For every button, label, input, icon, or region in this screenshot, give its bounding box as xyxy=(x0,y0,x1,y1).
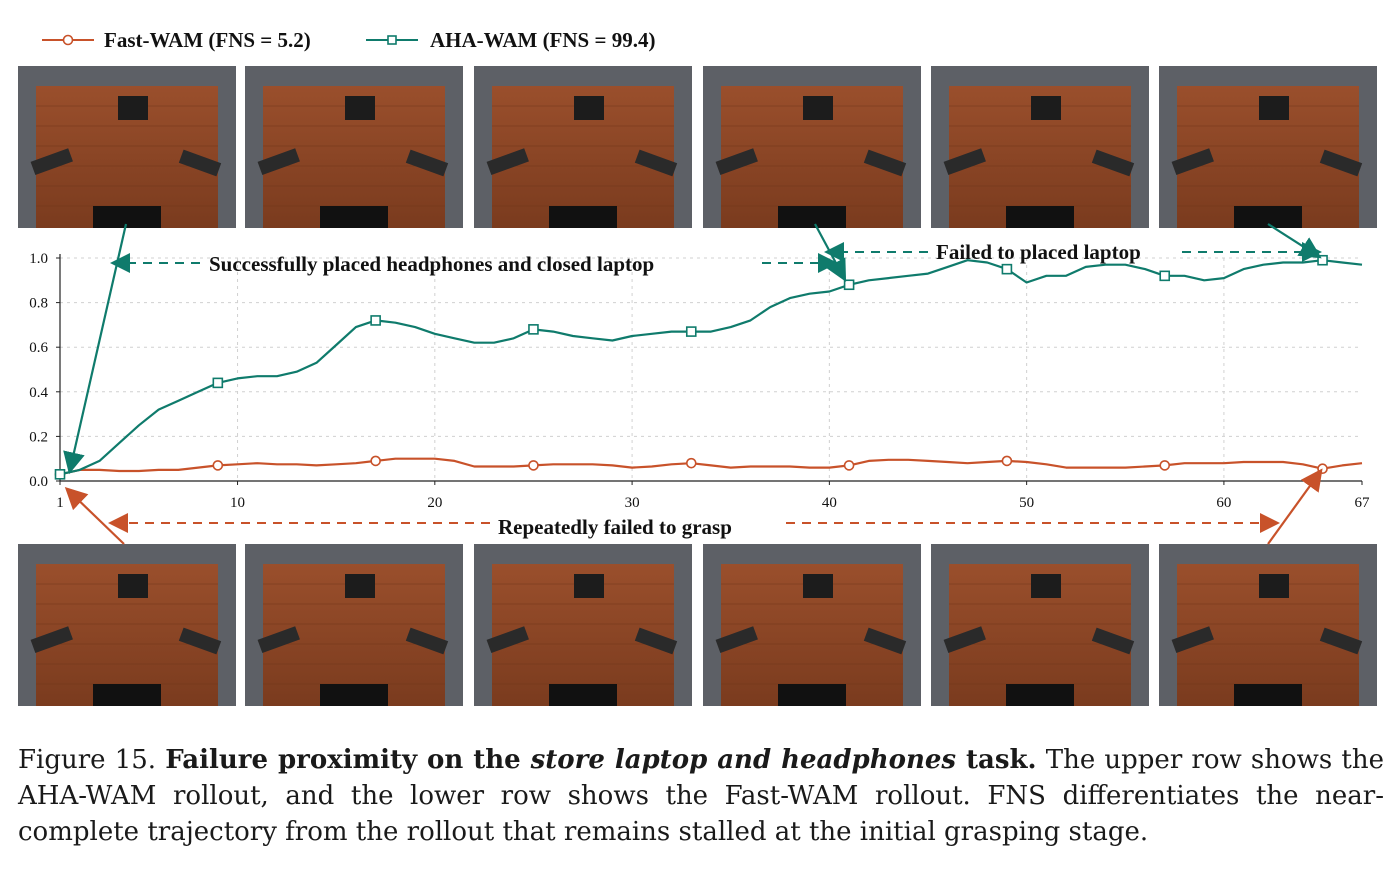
y-tick-label: 0.8 xyxy=(29,296,48,312)
x-tick-label: 1 xyxy=(56,495,64,511)
legend-item-aha-wam: AHA-WAM (FNS = 99.4) xyxy=(366,28,655,52)
series-line-fast-wam xyxy=(59,457,1363,476)
plot-axes xyxy=(59,254,1362,482)
plot-grid xyxy=(60,257,1362,481)
point-fast-wam xyxy=(370,455,381,467)
point-fast-wam xyxy=(1159,460,1171,471)
upper-row-frame-2 xyxy=(245,66,463,228)
upper-row-frame-5 xyxy=(931,66,1149,228)
plot-background xyxy=(60,258,1362,481)
point-aha-wam xyxy=(1317,254,1328,266)
x-tick-label: 30 xyxy=(625,495,640,511)
x-tick-label: 50 xyxy=(1019,495,1034,511)
legend-item-fast-wam: Fast-WAM (FNS = 5.2) xyxy=(42,28,311,52)
legend-label-aha-wam: AHA-WAM (FNS = 99.4) xyxy=(430,28,655,52)
legend: Fast-WAM (FNS = 5.2) AHA-WAM (FNS = 99.4… xyxy=(42,28,655,52)
point-aha-wam xyxy=(843,279,855,291)
annotation-success: Successfully placed headphones and close… xyxy=(209,252,654,276)
lower-row-frame-5 xyxy=(931,544,1149,706)
series-line-aha-wam xyxy=(59,259,1363,476)
caption-italic: store laptop and headphones xyxy=(530,745,957,775)
point-aha-wam xyxy=(1001,263,1013,275)
caption-body: The upper row shows the AHA-WAM rollout,… xyxy=(18,745,1384,847)
lower-row-frame-3 xyxy=(474,544,692,706)
upper-row-frame-1 xyxy=(18,66,236,228)
point-aha-wam xyxy=(54,469,66,480)
point-aha-wam xyxy=(1159,270,1171,282)
legend-label-fast-wam: Fast-WAM (FNS = 5.2) xyxy=(104,28,311,52)
point-fast-wam xyxy=(528,460,539,471)
lower-row-frame-4 xyxy=(703,544,921,706)
y-tick-label: 0.0 xyxy=(29,474,48,490)
plot-series xyxy=(54,254,1363,480)
y-tick-label: 0.6 xyxy=(29,340,48,356)
point-aha-wam xyxy=(212,377,224,389)
caption-bold-prefix: Failure proximity on the xyxy=(165,745,531,775)
y-tick-label: 1.0 xyxy=(29,251,48,267)
annotations: Successfully placed headphones and close… xyxy=(63,223,1323,545)
caption-figure-label: Figure 15. xyxy=(18,745,157,775)
upper-row-frame-6 xyxy=(1159,66,1377,228)
point-fast-wam xyxy=(685,457,697,469)
figure-caption: Figure 15. Failure proximity on the stor… xyxy=(18,742,1384,850)
point-fast-wam xyxy=(843,460,855,471)
upper-row-frame-3 xyxy=(474,66,692,228)
x-tick-label: 40 xyxy=(822,495,837,511)
annotation-failed-place: Failed to placed laptop xyxy=(936,240,1141,264)
axis-ticks: 0.0 0.2 0.4 0.6 0.8 1.0 1 10 20 30 40 50 60 67 xyxy=(29,251,1370,511)
point-aha-wam xyxy=(370,315,381,326)
upper-row-frames xyxy=(18,66,1377,228)
lower-row-frames xyxy=(18,544,1377,706)
figure-svg: Fast-WAM (FNS = 5.2) AHA-WAM (FNS = 99.4… xyxy=(18,28,1377,706)
y-tick-label: 0.4 xyxy=(29,385,48,401)
x-tick-label: 10 xyxy=(230,495,245,511)
y-tick-label: 0.2 xyxy=(29,429,48,445)
lower-row-frame-1 xyxy=(18,544,236,706)
upper-row-frame-4 xyxy=(703,66,921,228)
x-tick-label: 20 xyxy=(427,495,442,511)
annotation-failed-grasp: Repeatedly failed to grasp xyxy=(498,515,732,539)
lower-row-frame-6 xyxy=(1159,544,1377,706)
point-aha-wam xyxy=(528,324,539,335)
point-aha-wam xyxy=(685,326,697,337)
caption-bold-suffix: task. xyxy=(956,745,1037,775)
lower-row-frame-2 xyxy=(245,544,463,706)
x-tick-label: 60 xyxy=(1216,495,1231,511)
x-tick-label: 67 xyxy=(1355,495,1371,511)
point-fast-wam xyxy=(1001,455,1013,467)
point-fast-wam xyxy=(212,460,224,471)
